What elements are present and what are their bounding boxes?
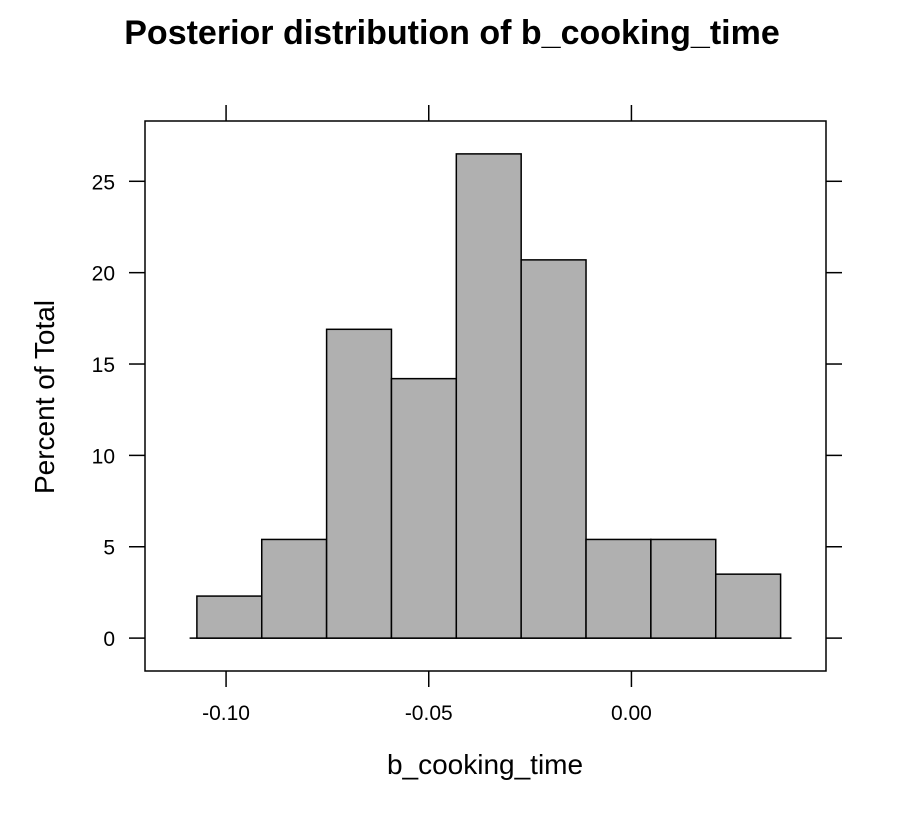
histogram-bar <box>714 573 782 639</box>
x-tick-label: -0.10 <box>202 702 250 725</box>
histogram-bar <box>520 259 587 639</box>
plot-frame <box>144 120 827 672</box>
y-tick-label: 15 <box>92 354 115 377</box>
y-tick-label: 0 <box>103 628 115 651</box>
x-tick-label: -0.05 <box>405 702 453 725</box>
x-axis-label: b_cooking_time <box>387 749 583 780</box>
y-axis-label: Percent of Total <box>29 300 60 494</box>
histogram-bar <box>325 328 393 639</box>
y-tick-label: 20 <box>92 263 115 286</box>
histogram-bar <box>455 153 522 639</box>
histogram-bar <box>390 377 458 639</box>
chart-title: Posterior distribution of b_cooking_time <box>124 14 780 52</box>
histogram-bar <box>585 538 652 639</box>
histogram-bar <box>260 538 328 639</box>
x-tick-label: 0.00 <box>611 702 652 725</box>
ticks-layer: -0.10 -0.05 0.00 0 5 10 15 20 25 <box>92 105 842 725</box>
histogram-bar <box>196 595 263 639</box>
y-tick-label: 10 <box>92 445 115 468</box>
y-tick-label: 25 <box>92 171 115 194</box>
histogram-bar <box>650 538 717 639</box>
bars-layer <box>189 153 792 639</box>
y-tick-label: 5 <box>103 537 115 560</box>
